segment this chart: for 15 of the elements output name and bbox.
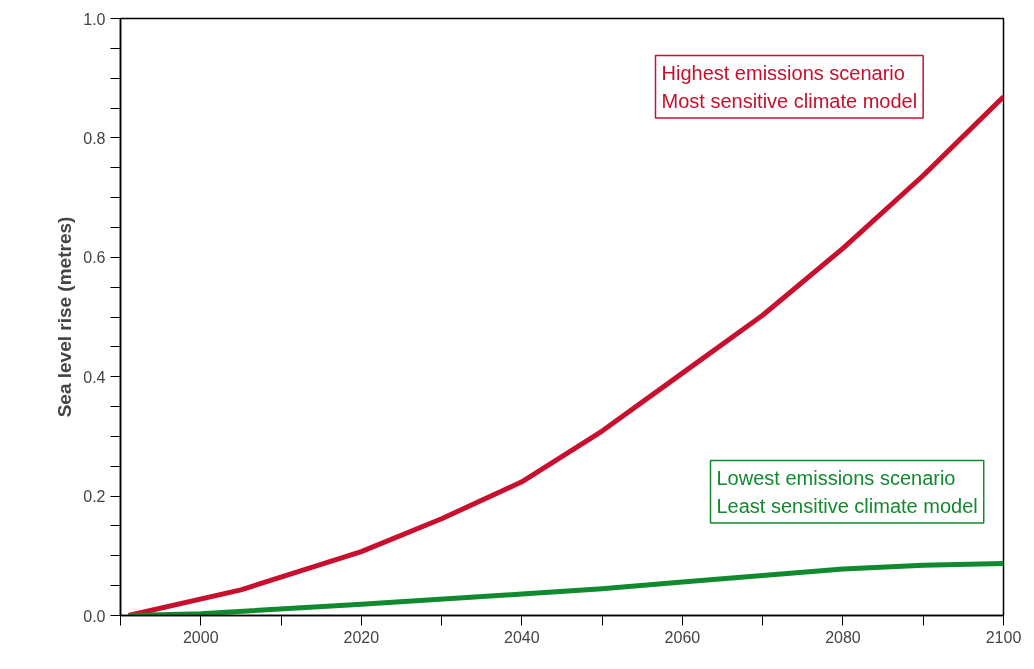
x-tick-label: 2040 — [504, 628, 540, 646]
y-tick-label: 0.2 — [83, 488, 106, 506]
x-tick-label: 2100 — [985, 628, 1022, 646]
y-tick-label: 0.0 — [83, 607, 106, 625]
x-tick-label: 2080 — [825, 628, 861, 646]
y-axis-title: Sea level rise (metres) — [54, 216, 76, 418]
x-tick-label: 2000 — [182, 628, 219, 646]
text: Highest emissions scenario Most sensitive climate model — [661, 61, 918, 113]
x-tick-label: 2060 — [664, 628, 701, 646]
x-tick-label: 2020 — [343, 628, 380, 646]
y-tick-label: 0.6 — [83, 249, 106, 267]
y-tick-label: 1.0 — [83, 10, 106, 28]
y-tick-label: 0.4 — [83, 368, 106, 386]
text: Lowest emissions scenario Least sensitive climate model — [716, 466, 978, 518]
y-tick-label: 0.8 — [83, 129, 106, 147]
